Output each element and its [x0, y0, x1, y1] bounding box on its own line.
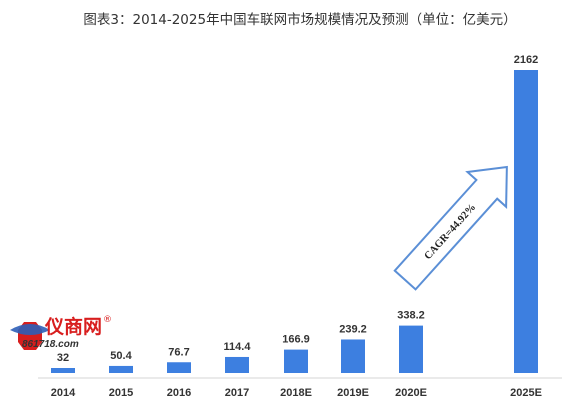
cagr-arrow-shape [393, 165, 508, 291]
x-tick-label-2014: 2014 [51, 387, 76, 399]
logo-text: 仪商网 [44, 315, 102, 338]
chart-title: 图表3：2014-2025年中国车联网市场规模情况及预测（单位：亿美元） [83, 11, 516, 28]
value-label-2020E: 338.2 [397, 310, 425, 322]
bars-group [51, 70, 538, 373]
tick-labels-group: 2014 2015 2016 2017 2018E 2019E 2020E 2025E [51, 387, 542, 399]
x-tick-label-2020E: 2020E [395, 387, 427, 399]
x-tick-label-2016: 2016 [167, 387, 191, 399]
bar-2018E [284, 349, 308, 373]
bar-2019E [341, 339, 365, 373]
x-tick-label-2025E: 2025E [510, 387, 542, 399]
bar-2017 [225, 356, 249, 373]
value-label-2015: 50.4 [110, 350, 132, 362]
cagr-arrow: CAGR=44.92% [393, 165, 508, 291]
value-label-2018E: 166.9 [282, 334, 310, 346]
value-label-2016: 76.7 [168, 346, 189, 358]
value-labels-group: 32 50.4 76.7 114.4 166.9 239.2 338.2 2162 [57, 54, 538, 364]
logo: 仪商网 ® 861718.com [10, 315, 112, 350]
x-tick-label-2019E: 2019E [337, 387, 369, 399]
bar-2015 [109, 365, 133, 373]
bar-2020E [399, 325, 423, 373]
bar-2025E [514, 70, 538, 373]
bar-2016 [167, 362, 191, 373]
value-label-2019E: 239.2 [339, 323, 367, 335]
logo-globe-band [10, 324, 50, 335]
x-tick-label-2018E: 2018E [280, 387, 312, 399]
logo-registered-mark: ® [103, 315, 112, 325]
value-label-2017: 114.4 [224, 341, 252, 353]
logo-domain: 861718.com [22, 339, 79, 350]
bar-2014 [51, 368, 75, 373]
value-label-2014: 32 [57, 352, 69, 364]
x-tick-label-2017: 2017 [225, 387, 249, 399]
x-tick-label-2015: 2015 [109, 387, 133, 399]
value-label-2025E: 2162 [514, 54, 538, 66]
logo-emblem [10, 322, 50, 350]
